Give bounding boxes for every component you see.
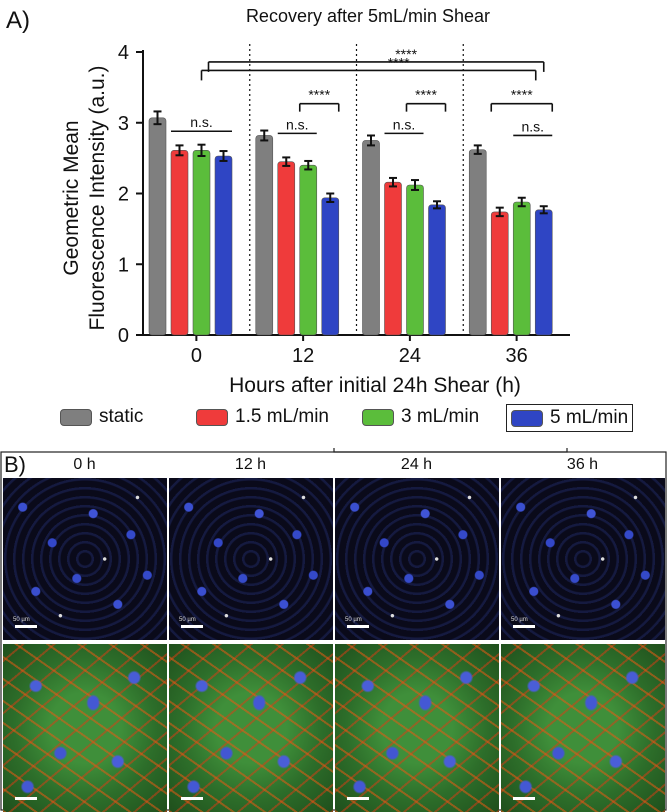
legend-swatch-5 <box>511 409 543 427</box>
bar <box>299 164 318 336</box>
micrograph-12h-top: 50 µm <box>169 478 333 640</box>
scale-bar <box>347 797 369 800</box>
x-axis-label: Hours after initial 24h Shear (h) <box>229 374 521 397</box>
panel-b-frame <box>0 448 667 811</box>
micrograph-12h-bottom <box>169 644 333 812</box>
bar <box>192 150 211 336</box>
bar <box>214 155 233 336</box>
legend-item-5: 5 mL/min <box>506 404 634 432</box>
significance-label: n.s. <box>286 116 309 132</box>
x-tick-label: 24 <box>399 345 421 367</box>
panel-b-border <box>0 451 667 811</box>
column-title-12h: 12 h <box>234 456 267 473</box>
bar <box>534 209 553 336</box>
bar <box>512 201 531 336</box>
bar <box>277 161 296 336</box>
bar <box>384 181 402 336</box>
legend-label-5: 5 mL/min <box>550 407 629 428</box>
legend-swatch-3 <box>362 408 394 426</box>
significance-label: **** <box>511 87 533 103</box>
legend-label-3: 3 mL/min <box>401 406 480 427</box>
chart-title: Recovery after 5mL/min Shear <box>246 6 490 26</box>
micrograph-24h-bottom <box>335 644 499 812</box>
significance-label: **** <box>415 87 437 103</box>
panel-a-label: A) <box>6 7 30 34</box>
legend-swatch-1-5 <box>196 408 228 426</box>
scale-bar <box>15 797 37 800</box>
long-significance-label: **** <box>395 46 417 62</box>
panel-b-label: B) <box>4 452 26 477</box>
micrograph-36h-bottom <box>501 644 665 812</box>
y-tick-label: 1 <box>118 254 129 276</box>
bar <box>321 197 340 336</box>
y-axis-label-line-2: Fluorescence Intensity (a.u.) <box>86 66 109 331</box>
bar <box>468 149 487 336</box>
scale-bar <box>181 797 203 800</box>
scale-bar <box>513 625 535 628</box>
scale-bar <box>513 797 535 800</box>
legend-label-1-5: 1.5 mL/min <box>235 406 329 427</box>
legend-item-static: static <box>60 404 143 430</box>
significance-label: n.s. <box>190 114 213 130</box>
y-tick-label: 4 <box>118 42 129 64</box>
bar <box>170 150 189 336</box>
legend-label-static: static <box>99 406 144 427</box>
legend: static 1.5 mL/min 3 mL/min 5 mL/min <box>58 404 658 432</box>
bar <box>148 117 167 336</box>
scale-bar-label: 50 µm <box>13 617 30 623</box>
x-tick-label: 0 <box>191 345 202 367</box>
column-title-0h: 0 h <box>73 456 96 473</box>
y-tick-label: 2 <box>118 184 129 206</box>
long-significance-label: **** <box>388 54 410 70</box>
scale-bar-label: 50 µm <box>179 617 196 623</box>
scale-bar <box>181 625 203 628</box>
bar <box>428 204 446 336</box>
scale-bar-label: 50 µm <box>511 617 528 623</box>
y-tick-label: 3 <box>118 113 129 135</box>
legend-item-1-5: 1.5 mL/min <box>196 404 329 430</box>
micrograph-0h-top: 50 µm <box>3 478 167 640</box>
scale-bar <box>15 625 37 628</box>
x-tick-label: 12 <box>292 345 314 367</box>
significance-label: **** <box>308 87 330 103</box>
bar <box>406 184 424 336</box>
y-axis-label-line-1: Geometric Mean <box>60 120 83 275</box>
significance-label: n.s. <box>521 118 544 134</box>
legend-item-3: 3 mL/min <box>362 404 479 430</box>
legend-swatch-static <box>60 408 92 426</box>
micrograph-0h-bottom <box>3 644 167 812</box>
legend-connector-line <box>333 448 568 453</box>
x-tick-label: 36 <box>506 345 528 367</box>
bar <box>490 211 509 336</box>
column-title-24h: 24 h <box>400 456 433 473</box>
bar <box>255 135 274 336</box>
micrograph-36h-top: 50 µm <box>501 478 665 640</box>
bar-chart: A) Recovery after 5mL/min Shear Hours af… <box>6 6 570 397</box>
y-axis-label: Geometric Mean Fluorescence Intensity (a… <box>60 66 109 331</box>
y-tick-label: 0 <box>118 325 129 347</box>
significance-label: n.s. <box>393 116 416 132</box>
scale-bar <box>347 625 369 628</box>
scale-bar-label: 50 µm <box>345 617 362 623</box>
column-title-36h: 36 h <box>566 456 599 473</box>
bar <box>362 140 380 336</box>
micrograph-24h-top: 50 µm <box>335 478 499 640</box>
